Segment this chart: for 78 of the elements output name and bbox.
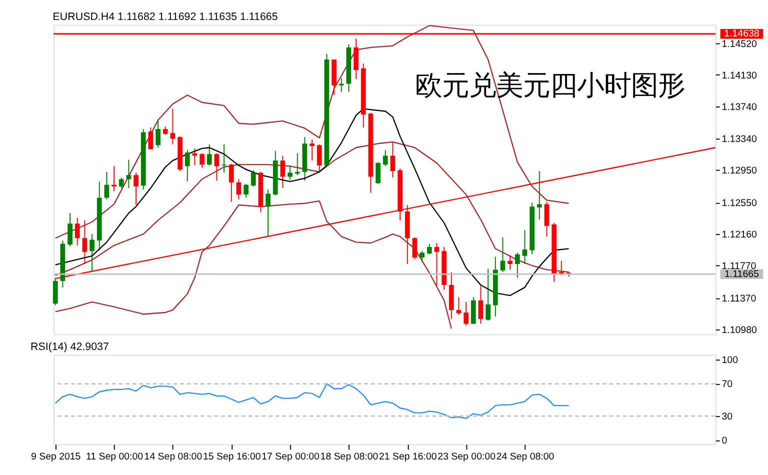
candlestick	[112, 166, 116, 192]
candlestick	[500, 236, 506, 273]
candlestick	[236, 178, 242, 200]
x-tick-label: 18 Sep 08:00	[320, 451, 379, 462]
y-tick-label: 1.14520	[722, 38, 758, 50]
x-tick-label: 21 Sep 16:00	[378, 451, 438, 462]
x-tick-label: 14 Sep 08:00	[144, 451, 203, 462]
candlestick	[280, 155, 286, 189]
y-tick-label: 1.10980	[722, 324, 758, 336]
candlestick	[118, 177, 124, 189]
candlestick	[420, 250, 425, 263]
candlestick	[68, 212, 72, 247]
candlestick	[52, 277, 58, 306]
candlestick	[90, 234, 94, 272]
y-tick-label: 1.11370	[722, 293, 757, 304]
y-tick-label: 1.12160	[722, 230, 758, 241]
y-tick-label: 1.13740	[722, 102, 758, 113]
candlestick	[250, 170, 256, 187]
y-tick-label: 30	[722, 411, 734, 422]
candlestick	[376, 162, 381, 184]
x-tick-label: 17 Sep 00:00	[262, 451, 320, 462]
candlestick	[316, 144, 322, 174]
line-series	[54, 383, 570, 420]
candlestick	[310, 139, 314, 162]
candlestick	[134, 172, 138, 206]
y-tick-label: 100	[722, 355, 739, 366]
candlestick	[74, 217, 80, 246]
y-tick-label: 70	[722, 379, 734, 390]
y-tick-label: 0	[722, 436, 728, 447]
candlestick	[214, 152, 220, 182]
candlestick	[354, 38, 358, 80]
candlestick	[456, 296, 462, 316]
candlestick	[148, 126, 154, 150]
x-tick-label: 24 Sep 08:00	[496, 451, 555, 462]
candlestick	[544, 201, 550, 238]
candlestick	[412, 236, 418, 260]
candlestick	[536, 170, 542, 220]
candlestick	[228, 163, 234, 202]
candlestick	[434, 242, 440, 286]
ref-line-label: 1.11665	[724, 269, 759, 280]
candlestick	[288, 164, 292, 180]
candlestick	[426, 243, 432, 255]
candlestick	[486, 268, 491, 322]
x-tick-label: 23 Sep 00:00	[438, 451, 496, 462]
line-series	[54, 200, 452, 330]
candlestick	[558, 260, 564, 276]
candlestick	[184, 150, 190, 182]
candlestick	[222, 144, 226, 174]
ref-line-label: 1.14638	[724, 28, 760, 40]
y-tick-label: 1.12550	[722, 198, 758, 209]
candlestick	[170, 108, 176, 145]
candlestick	[126, 159, 132, 189]
x-tick-label: 9 Sep 2015	[30, 451, 81, 462]
candlestick	[338, 78, 344, 92]
candlestick	[206, 144, 212, 166]
candlestick	[470, 296, 476, 324]
candlestick	[244, 184, 248, 198]
x-tick-label: 15 Sep 16:00	[202, 451, 262, 462]
chart-title: EURUSD.H4 1.11682 1.11692 1.11635 1.11665	[52, 10, 278, 23]
candlestick	[266, 189, 270, 238]
chart-title: RSI(14) 42.9037	[30, 340, 109, 353]
candlestick	[522, 230, 528, 264]
y-tick-label: 1.13340	[722, 134, 758, 146]
candlestick	[390, 141, 396, 178]
y-tick-label: 1.14130	[722, 70, 758, 82]
candlestick	[478, 285, 484, 324]
candlestick	[82, 220, 88, 264]
line-series	[54, 108, 570, 296]
x-tick-label: 11 Sep 00:00	[86, 451, 144, 462]
candlestick	[294, 152, 300, 176]
annotation: 欧元兑美元四小时图形	[414, 70, 685, 102]
candlestick	[200, 152, 204, 168]
candlestick	[382, 150, 388, 167]
y-tick-label: 1.12950	[722, 166, 758, 177]
candlestick	[508, 254, 513, 270]
candlestick	[514, 252, 520, 278]
candlestick	[464, 301, 469, 326]
candlestick	[156, 118, 160, 148]
